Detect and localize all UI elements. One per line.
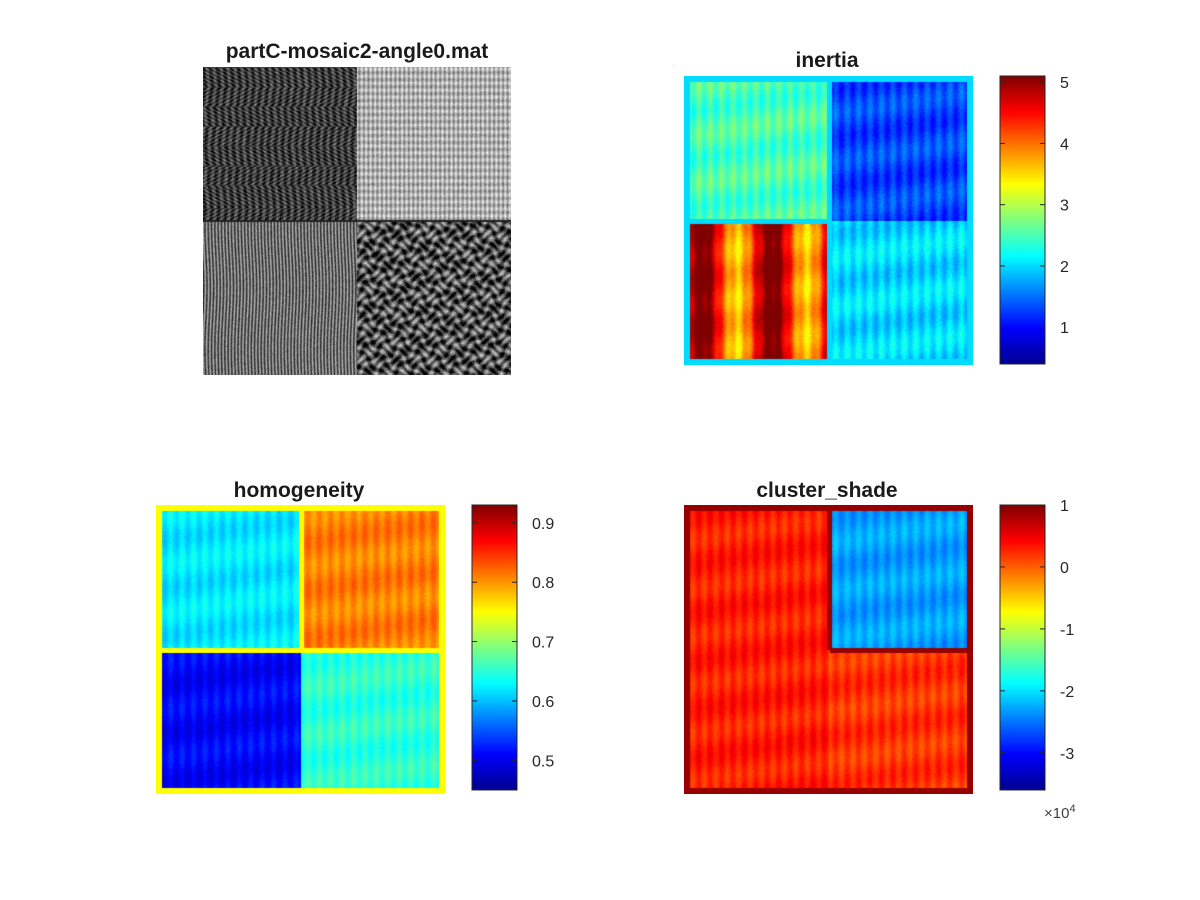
colorbar-cluster-shade-bar	[999, 504, 1046, 791]
panel-title-homogeneity: homogeneity	[233, 479, 365, 502]
colorbar-cluster-shade-tick-label: -3	[1060, 746, 1074, 763]
colorbar-cluster-shade-tick-label: -2	[1060, 684, 1074, 701]
panel-title-mosaic: partC-mosaic2-angle0.mat	[225, 40, 489, 63]
colorbar-cluster-shade: -3 -2 -1 0 1	[999, 498, 1074, 791]
colorbar-inertia-tick-label: 1	[1060, 320, 1069, 337]
colorbar-cluster-shade-tick-label: -1	[1060, 622, 1074, 639]
colorbar-homogeneity-tick-label: 0.8	[532, 575, 554, 592]
colorbar-inertia-tick-label: 3	[1060, 198, 1069, 215]
panel-title-cluster-shade: cluster_shade	[756, 479, 898, 502]
colorbar-inertia-tick-label: 4	[1060, 136, 1069, 153]
colorbar-inertia-tick-label: 2	[1060, 259, 1069, 276]
colorbar-cluster-shade-tick-label: 1	[1060, 498, 1069, 515]
colorbar-homogeneity-tick-label: 0.6	[532, 694, 554, 711]
colorbar-exponent-label: ×104	[1044, 803, 1076, 822]
homogeneity-heatmap	[156, 505, 445, 794]
cluster-shade-heatmap	[684, 505, 973, 794]
colorbar-cluster-shade-tick-label: 0	[1060, 560, 1069, 577]
mosaic-image	[203, 67, 511, 375]
colorbar-homogeneity-tick-label: 0.9	[532, 516, 554, 533]
colorbar-homogeneity-bar	[471, 504, 518, 791]
colorbar-homogeneity-tick-label: 0.7	[532, 635, 554, 652]
colorbar-inertia: 1 2 3 4 5	[999, 75, 1069, 365]
colorbar-inertia-tick-label: 5	[1060, 75, 1069, 92]
colorbar-inertia-bar	[999, 75, 1046, 365]
panel-title-inertia: inertia	[795, 49, 859, 72]
colorbar-homogeneity-tick-label: 0.5	[532, 753, 554, 770]
inertia-heatmap	[684, 76, 973, 365]
colorbar-homogeneity: 0.5 0.6 0.7 0.8 0.9	[471, 504, 554, 791]
